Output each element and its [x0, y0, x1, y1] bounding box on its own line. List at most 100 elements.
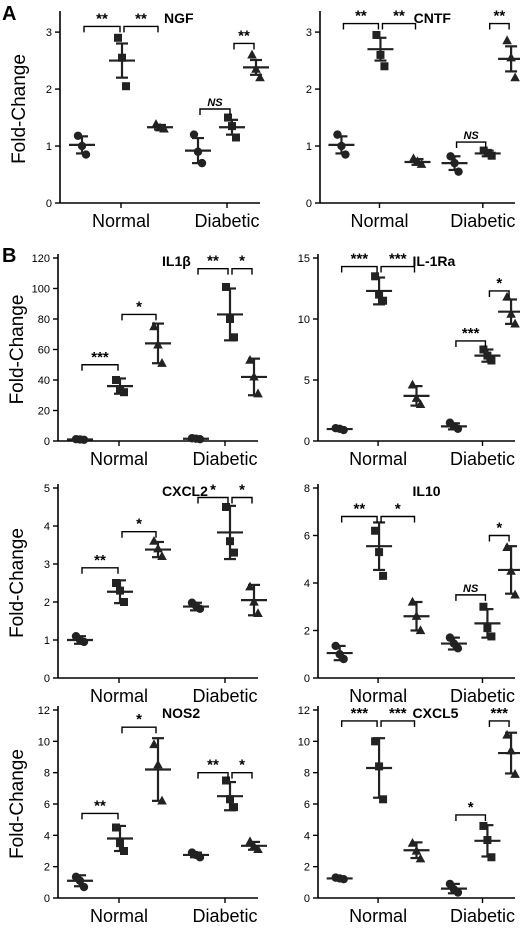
significance-label: **	[238, 27, 250, 44]
y-tick-label: 2	[306, 84, 312, 96]
y-tick-label: 3	[46, 27, 52, 39]
data-point	[502, 729, 512, 739]
data-point	[487, 356, 496, 365]
x-category-label: Diabetic	[450, 906, 515, 926]
panel-title: IL1β	[162, 253, 191, 269]
significance-bracket	[455, 340, 487, 347]
y-tick-label: 0	[306, 198, 312, 210]
data-point	[416, 159, 427, 168]
data-point	[415, 853, 426, 863]
significance-bracket	[380, 265, 416, 273]
data-point	[502, 291, 512, 301]
significance-bracket	[81, 567, 119, 574]
x-category-label: Diabetic	[194, 211, 259, 231]
data-point	[153, 543, 163, 553]
data-point	[510, 769, 520, 778]
significance-bracket	[380, 515, 416, 523]
data-point	[120, 598, 128, 606]
data-point	[245, 581, 255, 591]
data-point	[153, 759, 163, 769]
y-tick-label: 6	[304, 531, 310, 543]
significance-bracket	[381, 22, 417, 30]
section-letter-a: A	[2, 3, 16, 25]
data-point	[506, 308, 516, 318]
significance-bracket	[121, 726, 157, 734]
data-point	[331, 641, 340, 651]
significance-label: *	[239, 253, 245, 270]
significance-bracket	[231, 267, 253, 275]
y-tick-label: 3	[306, 27, 312, 39]
x-category-label: Diabetic	[192, 906, 257, 926]
data-point	[341, 150, 350, 159]
data-point	[407, 837, 418, 847]
y-tick-label: 4	[44, 521, 50, 533]
chart-panel-ngf: 0 1 2 3 Normal Diabetic Fold-Change NGF ** ** NS **	[9, 10, 269, 231]
panel-title: NGF	[164, 10, 194, 26]
significance-bracket	[342, 22, 380, 30]
data-point	[253, 844, 263, 854]
significance-label: ***	[351, 251, 369, 268]
data-point	[120, 388, 128, 397]
data-point	[249, 371, 259, 381]
y-tick-label: 0	[44, 673, 50, 685]
data-point	[159, 123, 169, 133]
data-point	[230, 548, 238, 557]
data-point	[479, 602, 488, 611]
y-tick-label: 10	[298, 314, 310, 326]
y-tick-label: 40	[38, 375, 50, 387]
data-point	[79, 882, 89, 892]
significance-label: *	[468, 799, 474, 816]
data-point	[379, 571, 388, 580]
x-category-label: Diabetic	[192, 686, 257, 706]
y-tick-label: 2	[44, 862, 50, 874]
data-point	[116, 586, 124, 595]
significance-bracket	[81, 812, 119, 820]
significance-label: NS	[207, 97, 223, 109]
y-tick-label: 4	[44, 830, 50, 842]
data-point	[415, 625, 426, 635]
data-point	[77, 141, 87, 151]
data-point	[411, 611, 422, 620]
data-point	[193, 147, 203, 156]
significance-label: **	[494, 8, 506, 25]
data-point	[407, 379, 418, 389]
y-tick-label: 1	[44, 635, 50, 647]
y-tick-label: 15	[298, 253, 310, 265]
significance-bracket	[197, 267, 229, 275]
data-point	[506, 745, 516, 755]
significance-bracket	[455, 141, 487, 149]
data-point	[371, 526, 380, 535]
data-point	[446, 152, 455, 161]
y-tick-label: 12	[298, 705, 310, 717]
data-point	[228, 122, 236, 131]
data-point	[116, 839, 124, 848]
data-point	[149, 739, 159, 749]
x-category-label: Normal	[349, 686, 407, 706]
significance-label: *	[210, 482, 216, 499]
y-tick-label: 80	[38, 314, 50, 326]
data-point	[371, 272, 380, 281]
y-tick-label: 12	[38, 705, 50, 717]
significance-label: ***	[351, 705, 369, 722]
significance-bracket	[81, 364, 119, 371]
y-tick-label: 6	[44, 799, 50, 811]
y-tick-label: 0	[304, 673, 310, 685]
y-tick-label: 1	[46, 141, 52, 153]
data-point	[411, 393, 422, 402]
y-tick-label: 10	[298, 736, 310, 748]
significance-label: ***	[389, 251, 407, 268]
data-point	[114, 33, 122, 42]
data-point	[122, 82, 130, 91]
data-point	[375, 290, 384, 299]
y-axis-label: Fold-Change	[7, 528, 28, 638]
data-point	[149, 321, 159, 331]
data-point	[339, 654, 348, 664]
significance-label: *	[496, 520, 502, 537]
significance-label: **	[135, 10, 147, 27]
data-point	[371, 737, 380, 746]
data-point	[222, 282, 230, 291]
data-point	[415, 399, 426, 408]
